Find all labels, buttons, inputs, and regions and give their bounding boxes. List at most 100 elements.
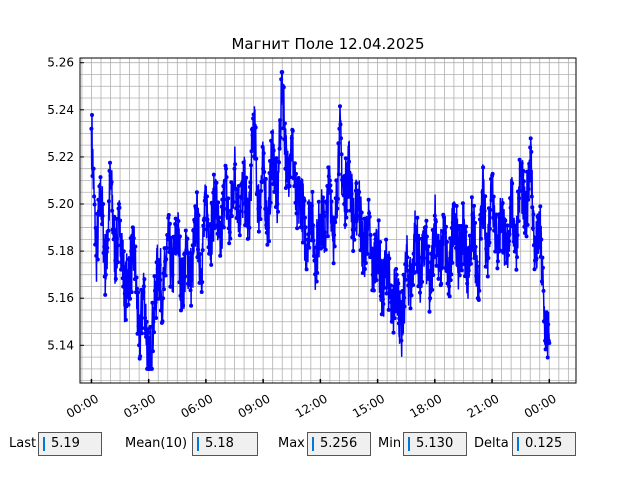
data-point	[279, 77, 284, 82]
data-point	[299, 192, 304, 197]
data-point	[93, 226, 98, 230]
data-point	[156, 258, 161, 262]
data-point	[294, 211, 299, 216]
data-point	[191, 227, 196, 232]
data-point	[367, 214, 372, 219]
data-point	[316, 199, 321, 204]
data-point	[220, 191, 225, 196]
data-point	[460, 251, 465, 255]
data-point	[295, 226, 300, 231]
data-point	[244, 203, 249, 208]
data-point	[126, 302, 131, 307]
data-point	[398, 321, 403, 326]
data-point	[166, 213, 171, 217]
data-point	[307, 206, 312, 211]
data-point	[468, 256, 473, 261]
data-point	[330, 215, 335, 220]
data-point	[325, 234, 330, 239]
data-point	[268, 159, 272, 163]
data-point	[224, 175, 229, 180]
data-point	[540, 265, 545, 270]
data-point	[518, 166, 523, 171]
data-point	[424, 234, 429, 239]
data-point	[463, 229, 468, 234]
data-point	[323, 230, 328, 235]
data-point	[487, 240, 492, 245]
data-point	[228, 236, 233, 241]
data-point	[250, 127, 254, 132]
data-point	[307, 245, 312, 250]
data-point	[114, 236, 119, 241]
data-point	[447, 284, 452, 289]
data-point	[113, 276, 118, 281]
data-point	[334, 178, 339, 183]
data-point	[517, 157, 522, 162]
data-point	[329, 199, 334, 204]
data-point	[341, 179, 346, 184]
y-tick-label: 5.18	[47, 244, 74, 258]
data-point	[427, 277, 431, 281]
mean-value-field[interactable]: 5.18	[192, 432, 258, 456]
last-value-field[interactable]: 5.19	[38, 432, 102, 456]
data-point	[543, 347, 548, 352]
data-point	[284, 151, 289, 156]
data-point	[332, 233, 337, 237]
data-point	[405, 255, 410, 260]
data-point	[226, 226, 231, 231]
data-point	[544, 317, 549, 322]
data-point	[430, 287, 435, 292]
data-point	[301, 203, 306, 208]
data-point	[265, 225, 270, 230]
data-point	[545, 328, 550, 332]
data-point	[359, 210, 364, 215]
min-label: Min	[378, 436, 402, 451]
data-point	[501, 248, 506, 253]
data-point	[545, 355, 550, 360]
data-point	[499, 222, 504, 227]
data-point	[250, 133, 255, 138]
data-point	[222, 206, 227, 211]
data-point	[335, 196, 340, 201]
delta-value-field[interactable]: 0.125	[512, 432, 576, 456]
data-point	[420, 252, 425, 256]
data-point	[277, 160, 281, 165]
data-point	[112, 228, 117, 233]
data-point	[518, 189, 523, 193]
max-value-field[interactable]: 5.256	[307, 432, 371, 456]
data-point	[202, 216, 207, 221]
data-point	[271, 148, 276, 153]
data-point	[259, 189, 263, 193]
data-point	[362, 267, 367, 271]
data-point	[487, 226, 492, 231]
data-point	[486, 256, 491, 260]
data-point	[347, 159, 351, 164]
data-point	[541, 288, 546, 293]
data-point	[482, 215, 487, 220]
data-point	[276, 209, 280, 214]
data-point	[125, 276, 129, 281]
y-tick-label: 5.24	[47, 103, 74, 117]
data-point	[170, 272, 175, 277]
data-point	[506, 253, 510, 258]
data-point	[445, 239, 449, 244]
data-point	[415, 234, 420, 238]
data-point	[526, 197, 531, 202]
data-point	[433, 219, 438, 224]
data-point	[367, 211, 372, 216]
data-point	[215, 231, 220, 236]
data-point	[249, 149, 254, 154]
data-point	[332, 244, 337, 249]
data-point	[260, 180, 265, 185]
data-point	[200, 248, 205, 253]
data-point	[339, 152, 344, 157]
data-point	[394, 267, 399, 271]
data-point	[382, 261, 386, 265]
data-point	[285, 161, 290, 166]
data-point	[432, 213, 437, 218]
data-point	[492, 228, 497, 233]
data-point	[196, 247, 200, 252]
data-point	[298, 225, 303, 230]
min-value-field[interactable]: 5.130	[403, 432, 467, 456]
data-point	[150, 300, 155, 305]
data-point	[296, 176, 301, 180]
